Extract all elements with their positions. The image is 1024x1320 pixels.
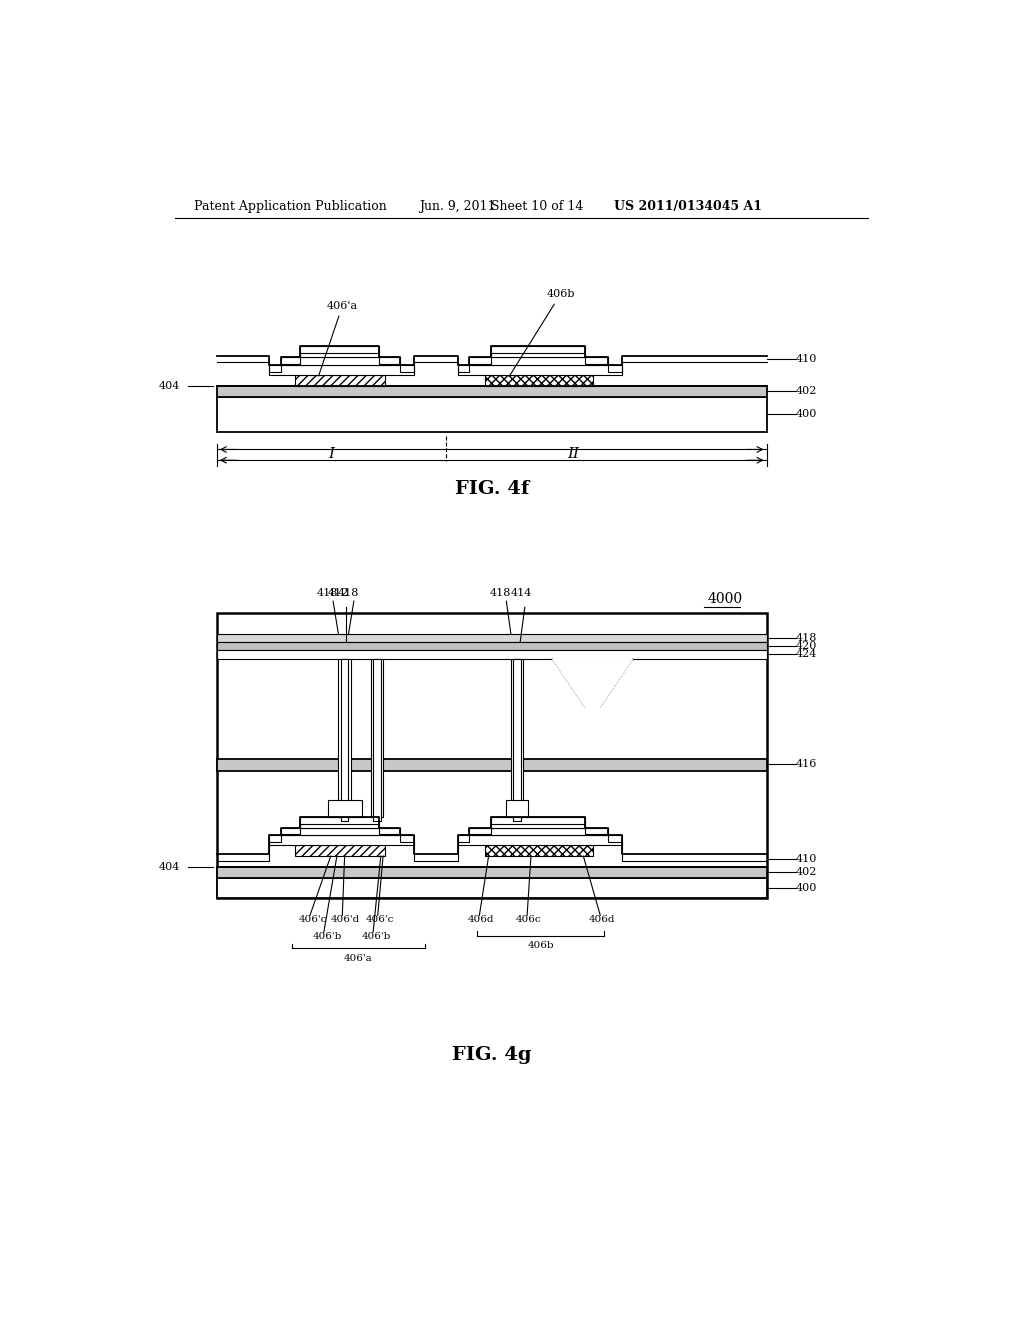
Text: 404: 404 [159, 380, 180, 391]
Bar [217, 397, 767, 432]
Text: 402: 402 [796, 385, 817, 396]
Bar [217, 759, 767, 771]
Bar [217, 635, 767, 642]
Text: 406b: 406b [527, 941, 554, 950]
Text: 406b: 406b [509, 289, 574, 376]
Text: 406'a: 406'a [318, 301, 358, 376]
Text: 410: 410 [796, 854, 817, 865]
Text: 406d: 406d [589, 915, 615, 924]
Text: FIG. 4f: FIG. 4f [455, 480, 528, 499]
Bar [217, 649, 767, 659]
Bar [328, 800, 361, 817]
Bar [484, 845, 593, 857]
Text: I: I [328, 447, 334, 461]
Bar [217, 612, 767, 898]
Bar [373, 659, 381, 821]
Text: 402: 402 [796, 867, 817, 878]
Bar [484, 375, 593, 385]
Text: 414: 414 [510, 589, 531, 598]
Bar [458, 364, 622, 375]
Text: 406'c: 406'c [298, 915, 327, 924]
Bar [300, 817, 379, 828]
Text: 412: 412 [328, 589, 349, 598]
Text: Patent Application Publication: Patent Application Publication [194, 201, 386, 214]
Bar [281, 358, 400, 364]
Text: 406'c: 406'c [367, 915, 394, 924]
Text: 420: 420 [796, 640, 817, 651]
Text: 418: 418 [796, 634, 817, 643]
Bar [295, 375, 385, 385]
Text: 400: 400 [796, 883, 817, 892]
Bar [217, 642, 767, 649]
Bar [469, 358, 608, 364]
Bar [469, 828, 608, 836]
Bar [506, 800, 528, 817]
Text: 424: 424 [796, 648, 817, 659]
Bar [269, 836, 414, 845]
Text: 406d: 406d [468, 915, 495, 924]
Text: 406'd: 406'd [331, 915, 360, 924]
Bar [217, 385, 767, 397]
Bar [339, 659, 351, 817]
Text: 400: 400 [796, 409, 817, 418]
Text: 406'b: 406'b [312, 932, 342, 941]
Bar [513, 659, 521, 821]
Text: 418: 418 [489, 589, 511, 598]
Bar [217, 878, 767, 898]
Bar [300, 346, 379, 358]
Text: Jun. 9, 2011: Jun. 9, 2011 [419, 201, 496, 214]
Text: 418: 418 [317, 589, 338, 598]
Bar [511, 659, 523, 817]
Text: 418: 418 [338, 589, 359, 598]
Text: 406c: 406c [515, 915, 542, 924]
Text: 406'a: 406'a [344, 954, 373, 962]
Bar [217, 867, 767, 878]
Bar [371, 659, 383, 817]
Bar [490, 817, 585, 828]
Bar [295, 845, 385, 857]
Polygon shape [553, 659, 633, 706]
Bar [269, 364, 414, 375]
Text: 4000: 4000 [708, 591, 743, 606]
Bar [281, 828, 400, 836]
Text: Sheet 10 of 14: Sheet 10 of 14 [490, 201, 584, 214]
Bar [458, 836, 622, 845]
Text: 416: 416 [796, 759, 817, 770]
Text: 406'b: 406'b [361, 932, 391, 941]
Text: US 2011/0134045 A1: US 2011/0134045 A1 [614, 201, 762, 214]
Text: 410: 410 [796, 354, 817, 364]
Text: FIG. 4g: FIG. 4g [452, 1047, 531, 1064]
Bar [341, 659, 348, 821]
Bar [490, 346, 585, 358]
Text: II: II [567, 447, 580, 461]
Text: 404: 404 [159, 862, 180, 871]
